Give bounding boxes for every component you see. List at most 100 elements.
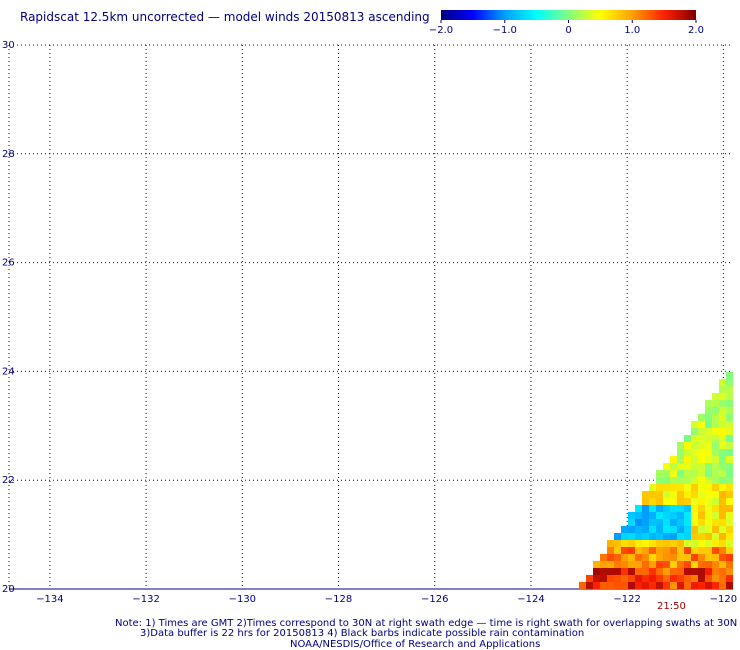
swath-cell (719, 414, 726, 421)
swath-cell (642, 491, 649, 498)
swath-cell (635, 526, 642, 533)
swath-cell (649, 498, 656, 505)
swath-cell (670, 456, 677, 463)
swath-cell (719, 407, 726, 414)
swath-cell (712, 533, 719, 540)
latitude-label: 26 (2, 258, 15, 269)
swath-cell (691, 526, 698, 533)
swath-cell (684, 477, 691, 484)
swath-cell (705, 442, 712, 449)
swath-cell (719, 561, 726, 568)
swath-cell (670, 568, 677, 575)
swath-cell (684, 561, 691, 568)
swath-cell (642, 561, 649, 568)
swath-cell (698, 421, 705, 428)
longitude-label: −128 (325, 594, 352, 605)
swath-cell (712, 463, 719, 470)
swath-cell (726, 477, 733, 484)
swath-cell (635, 540, 642, 547)
swath-cell (642, 547, 649, 554)
swath-cell (698, 477, 705, 484)
swath-cell (670, 484, 677, 491)
swath-cell (698, 519, 705, 526)
swath-cell (621, 582, 628, 589)
swath-cell (698, 498, 705, 505)
colorbar-tick-label: −2.0 (429, 25, 453, 36)
swath-cell (719, 400, 726, 407)
latitude-label: 24 (2, 366, 15, 377)
swath-cell (663, 519, 670, 526)
swath-cell (684, 470, 691, 477)
swath-cell (691, 421, 698, 428)
swath-cell (726, 561, 733, 568)
swath-cell (642, 554, 649, 561)
swath-cell (607, 561, 614, 568)
swath-cell (677, 477, 684, 484)
swath-cell (684, 449, 691, 456)
swath-cell (719, 435, 726, 442)
page-title: Rapidscat 12.5km uncorrected — model win… (20, 10, 430, 24)
swath-cell (712, 540, 719, 547)
swath-cell (719, 540, 726, 547)
swath-cell (670, 561, 677, 568)
swath-cell (670, 477, 677, 484)
longitude-label: −126 (421, 594, 448, 605)
swath-cell (726, 547, 733, 554)
swath-cell (628, 575, 635, 582)
swath-cell (663, 498, 670, 505)
swath-cell (607, 575, 614, 582)
swath-cell (642, 505, 649, 512)
swath-cell (614, 582, 621, 589)
swath-cell (642, 582, 649, 589)
swath-cell (684, 491, 691, 498)
swath-cell (621, 554, 628, 561)
swath-cell (684, 435, 691, 442)
swath-cell (712, 547, 719, 554)
swath-cell (691, 554, 698, 561)
swath-cell (670, 554, 677, 561)
swath-cell (691, 540, 698, 547)
swath-cell (691, 519, 698, 526)
swath-cell (684, 442, 691, 449)
swath-cell (593, 582, 600, 589)
swath-cell (663, 463, 670, 470)
swath-cell (684, 554, 691, 561)
swath-cell (600, 568, 607, 575)
swath-cell (656, 554, 663, 561)
swath-cell (691, 435, 698, 442)
swath-cell (726, 582, 733, 589)
swath-cell (698, 463, 705, 470)
swath-cell (719, 512, 726, 519)
swath-cell (705, 505, 712, 512)
swath-cell (663, 540, 670, 547)
swath-cell (670, 533, 677, 540)
swath-cell (684, 484, 691, 491)
swath-cell (600, 561, 607, 568)
swath-cell (614, 554, 621, 561)
swath-cell (726, 435, 733, 442)
swath-cell (698, 540, 705, 547)
swath-cell (656, 491, 663, 498)
swath-cell (698, 456, 705, 463)
swath-cell (628, 568, 635, 575)
swath-cell (691, 428, 698, 435)
colorbar-tick-label: 2.0 (688, 25, 704, 36)
swath-cell (586, 575, 593, 582)
swath-cell (691, 498, 698, 505)
swath-cell (712, 484, 719, 491)
swath-cell (698, 414, 705, 421)
swath-cell (635, 568, 642, 575)
swath-cell (600, 575, 607, 582)
swath-data-layer (579, 372, 733, 589)
swath-cell (726, 470, 733, 477)
swath-cell (698, 449, 705, 456)
swath-cell (684, 526, 691, 533)
swath-cell (691, 547, 698, 554)
swath-cell (663, 575, 670, 582)
swath-cell (719, 442, 726, 449)
swath-cell (726, 505, 733, 512)
swath-cell (614, 575, 621, 582)
swath-cell (677, 582, 684, 589)
swath-cell (691, 505, 698, 512)
swath-cell (656, 547, 663, 554)
